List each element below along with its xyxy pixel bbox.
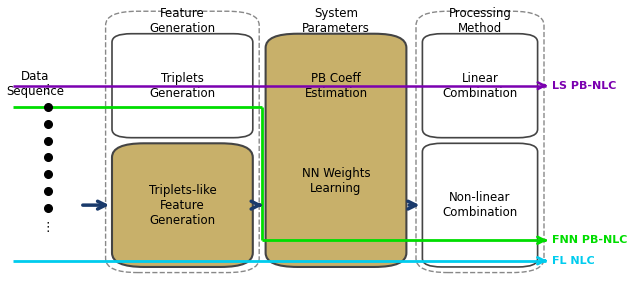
Text: Linear
Combination: Linear Combination bbox=[442, 72, 518, 100]
Text: Feature
Generation: Feature Generation bbox=[149, 7, 216, 35]
Text: FNN PB-NLC: FNN PB-NLC bbox=[552, 235, 628, 245]
Text: Non-linear
Combination: Non-linear Combination bbox=[442, 191, 518, 219]
Text: LS PB-NLC: LS PB-NLC bbox=[552, 81, 617, 91]
FancyBboxPatch shape bbox=[112, 34, 253, 138]
Text: FL NLC: FL NLC bbox=[552, 256, 595, 266]
Text: ⋮: ⋮ bbox=[42, 83, 54, 96]
Text: Triplets
Generation: Triplets Generation bbox=[149, 72, 216, 100]
FancyBboxPatch shape bbox=[422, 143, 538, 267]
Text: System
Parameters: System Parameters bbox=[302, 7, 370, 35]
Text: Data
Sequence: Data Sequence bbox=[6, 70, 64, 98]
Text: ⋮: ⋮ bbox=[42, 221, 54, 234]
FancyBboxPatch shape bbox=[266, 34, 406, 267]
Text: PB Coeff
Estimation: PB Coeff Estimation bbox=[305, 72, 367, 100]
Text: NN Weights
Learning: NN Weights Learning bbox=[301, 167, 371, 194]
Text: Triplets-like
Feature
Generation: Triplets-like Feature Generation bbox=[148, 183, 216, 227]
Text: Processing
Method: Processing Method bbox=[449, 7, 511, 35]
FancyBboxPatch shape bbox=[422, 34, 538, 138]
FancyBboxPatch shape bbox=[112, 143, 253, 267]
